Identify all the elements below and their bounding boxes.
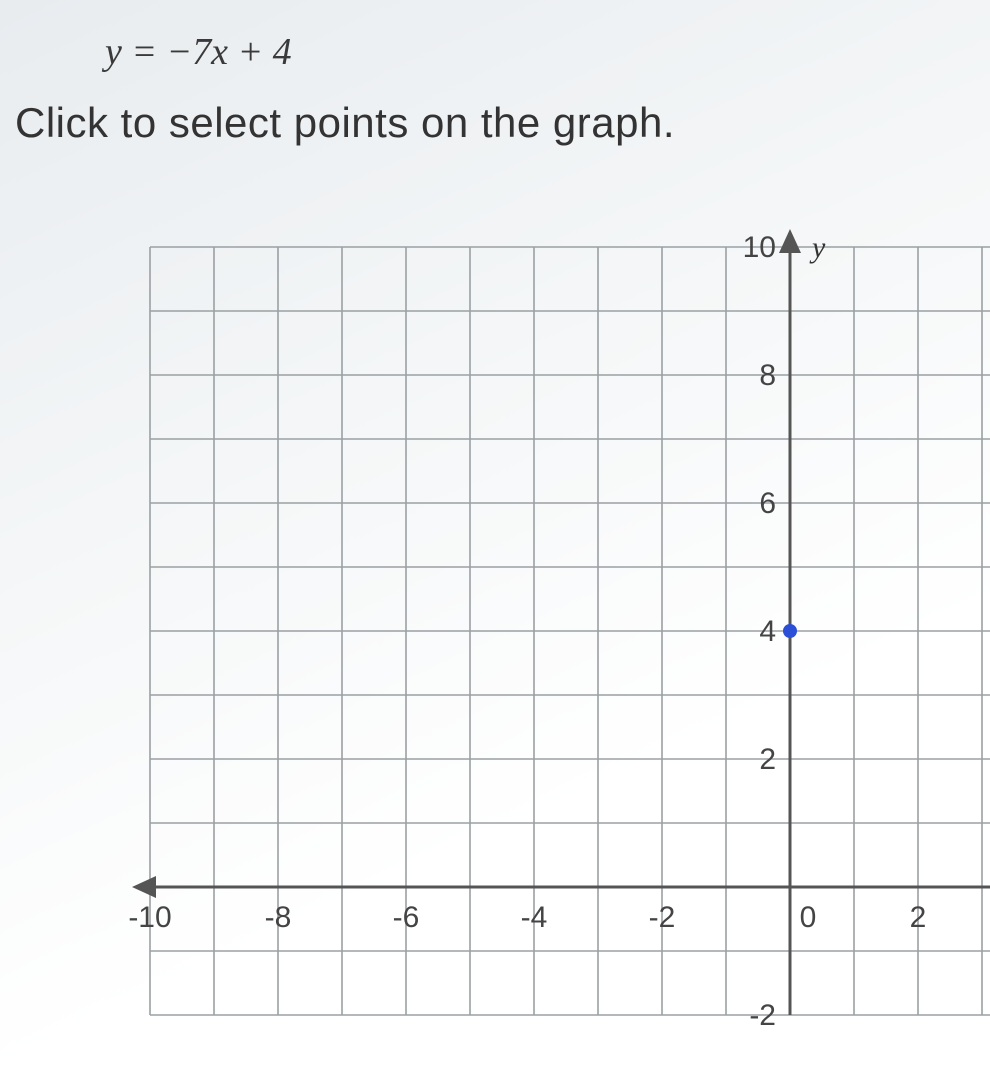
svg-text:0: 0	[800, 901, 817, 934]
svg-text:2: 2	[910, 901, 927, 934]
svg-text:8: 8	[759, 359, 776, 392]
svg-text:-2: -2	[649, 901, 676, 934]
equation-text: y = −7x + 4	[105, 30, 980, 74]
svg-text:6: 6	[759, 487, 776, 520]
svg-text:-8: -8	[265, 901, 292, 934]
svg-text:-10: -10	[128, 901, 171, 934]
svg-text:-4: -4	[521, 901, 548, 934]
instruction-text: Click to select points on the graph.	[15, 99, 980, 147]
svg-text:10: 10	[743, 231, 776, 264]
plotted-points[interactable]	[783, 624, 797, 638]
grid-lines	[150, 247, 990, 1015]
svg-text:2: 2	[759, 743, 776, 776]
graph-canvas[interactable]: -10 -8 -6 -4 -2 0 2 -2 2 4 6 8 10 y	[30, 177, 990, 1057]
svg-text:-6: -6	[393, 901, 420, 934]
axes	[132, 229, 990, 1015]
svg-text:y: y	[809, 231, 826, 264]
svg-text:-2: -2	[749, 999, 776, 1032]
plotted-point[interactable]	[783, 624, 797, 638]
svg-text:4: 4	[759, 615, 776, 648]
coordinate-graph[interactable]: -10 -8 -6 -4 -2 0 2 -2 2 4 6 8 10 y	[30, 177, 990, 1057]
